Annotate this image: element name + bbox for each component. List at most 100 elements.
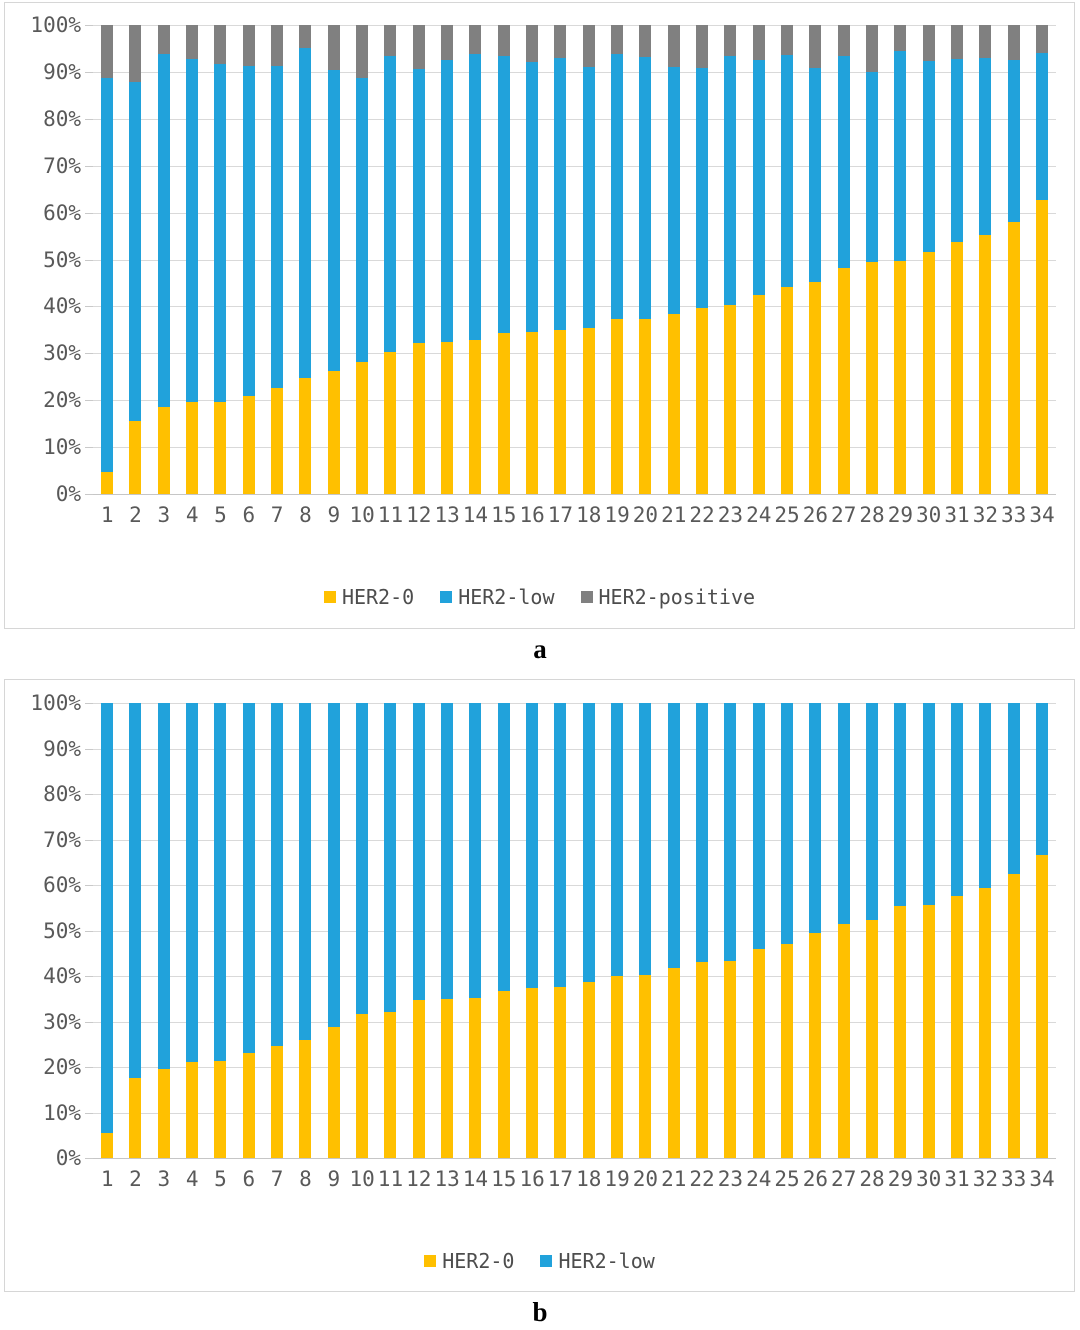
x-axis-tick-label: 22 xyxy=(689,503,715,527)
x-axis-tick-label: 11 xyxy=(377,1167,404,1191)
bar-segment-her2-positive xyxy=(554,25,567,59)
stacked-bar-18 xyxy=(582,703,595,1158)
stacked-bar-8 xyxy=(299,25,312,494)
bar-segment-her2-0 xyxy=(101,471,114,494)
bar-segment-her2-positive xyxy=(1035,25,1048,53)
bar-segment-her2-positive xyxy=(299,25,312,48)
x-axis-tick-label: 1 xyxy=(100,503,114,527)
bar-segment-her2-0 xyxy=(781,286,794,494)
bar-segment-her2-low xyxy=(384,703,397,1012)
bar-segment-her2-low xyxy=(866,703,879,921)
x-axis-tick-label: 33 xyxy=(1001,503,1027,527)
bar-column-9 xyxy=(320,703,348,1158)
stacked-bar-23 xyxy=(724,703,737,1158)
bar-segment-her2-low xyxy=(412,68,425,343)
bar-segment-her2-positive xyxy=(639,25,652,57)
y-axis-tick-mark xyxy=(85,703,93,704)
bar-segment-her2-low xyxy=(582,703,595,983)
bar-segment-her2-low xyxy=(582,66,595,329)
x-axis-tick-label: 28 xyxy=(859,1167,885,1191)
bar-column-24 xyxy=(745,25,773,494)
bar-segment-her2-0 xyxy=(469,998,482,1158)
bar-segment-her2-low xyxy=(611,53,624,319)
bar-segment-her2-0 xyxy=(186,402,199,494)
bar-series-container xyxy=(93,703,1056,1158)
bar-column-5 xyxy=(206,25,234,494)
stacked-bar-2 xyxy=(129,25,142,494)
bar-segment-her2-low xyxy=(497,703,510,992)
y-axis-tick-label: 50% xyxy=(43,918,81,943)
bar-column-21 xyxy=(660,703,688,1158)
bar-segment-her2-positive xyxy=(611,25,624,54)
stacked-bar-32 xyxy=(979,703,992,1158)
y-axis-tick-label: 80% xyxy=(43,782,81,806)
stacked-bar-34 xyxy=(1035,25,1048,494)
bar-segment-her2-positive xyxy=(667,25,680,67)
y-axis-tick-label: 40% xyxy=(43,964,81,988)
bar-segment-her2-low xyxy=(1007,60,1020,222)
bar-series-container xyxy=(93,25,1056,494)
x-axis-tick-label: 13 xyxy=(434,1167,460,1191)
y-axis-tick-mark xyxy=(85,794,93,795)
x-axis-tick-label: 1 xyxy=(100,1167,114,1191)
bar-segment-her2-low xyxy=(242,703,255,1054)
stacked-bar-13 xyxy=(441,25,454,494)
stacked-bar-26 xyxy=(809,703,822,1158)
gridline xyxy=(93,1112,1056,1114)
bar-segment-her2-0 xyxy=(469,339,482,494)
x-axis-tick-label: 9 xyxy=(327,1167,341,1191)
bar-segment-her2-0 xyxy=(129,1077,142,1158)
bar-segment-her2-0 xyxy=(894,261,907,494)
bar-segment-her2-low xyxy=(356,78,369,363)
bar-segment-her2-low xyxy=(554,703,567,988)
bar-column-22 xyxy=(688,703,716,1158)
x-axis-line xyxy=(93,1158,1056,1159)
bar-segment-her2-0 xyxy=(129,421,142,494)
bar-segment-her2-0 xyxy=(157,1069,170,1158)
bar-segment-her2-positive xyxy=(242,25,255,67)
gridline xyxy=(93,118,1056,120)
bar-column-10 xyxy=(348,703,376,1158)
bar-segment-her2-low xyxy=(1007,703,1020,874)
bar-column-17 xyxy=(546,25,574,494)
x-axis-tick-label: 18 xyxy=(576,1167,602,1191)
bar-column-13 xyxy=(433,25,461,494)
bar-segment-her2-low xyxy=(667,66,680,315)
stacked-bar-7 xyxy=(271,25,284,494)
x-axis-labels: 1 2 3 4 5 6 7 8 9 10 11 12 13 14 15 16 17 18 19 20 21 22 23 24 2… xyxy=(93,503,1056,527)
bar-segment-her2-positive xyxy=(412,25,425,69)
y-axis-tick-mark xyxy=(85,1067,93,1068)
bar-segment-her2-0 xyxy=(299,377,312,494)
bar-column-17 xyxy=(546,703,574,1158)
bar-segment-her2-0 xyxy=(299,1040,312,1158)
stacked-bar-9 xyxy=(327,703,340,1158)
gridline xyxy=(93,794,1056,795)
bar-segment-her2-positive xyxy=(327,25,340,70)
y-axis-tick-label: 90% xyxy=(43,736,81,761)
bar-segment-her2-0 xyxy=(951,241,963,494)
bar-segment-her2-low xyxy=(271,65,284,389)
bar-segment-her2-low xyxy=(384,56,397,352)
bar-segment-her2-0 xyxy=(809,932,822,1158)
bar-column-28 xyxy=(858,25,886,494)
bar-column-4 xyxy=(178,703,206,1158)
gridline xyxy=(93,839,1056,841)
bar-segment-her2-0 xyxy=(611,318,624,494)
y-axis-tick-mark xyxy=(85,1158,93,1159)
y-axis-tick-label: 10% xyxy=(43,1100,81,1125)
bar-column-2 xyxy=(121,25,149,494)
bar-segment-her2-0 xyxy=(809,282,822,494)
stacked-bar-6 xyxy=(242,703,255,1158)
stacked-bar-8 xyxy=(299,703,312,1158)
bar-segment-her2-low xyxy=(526,61,539,332)
bar-segment-her2-0 xyxy=(384,1011,397,1158)
panel-label-b: b xyxy=(532,1297,548,1327)
bar-segment-her2-0 xyxy=(866,262,879,494)
bar-segment-her2-low xyxy=(837,56,850,268)
stacked-bar-15 xyxy=(497,25,510,494)
bar-segment-her2-low xyxy=(979,58,992,236)
bar-column-16 xyxy=(518,703,546,1158)
stacked-bar-21 xyxy=(667,703,680,1158)
bar-segment-her2-low xyxy=(186,59,199,403)
stacked-bar-7 xyxy=(271,703,284,1158)
